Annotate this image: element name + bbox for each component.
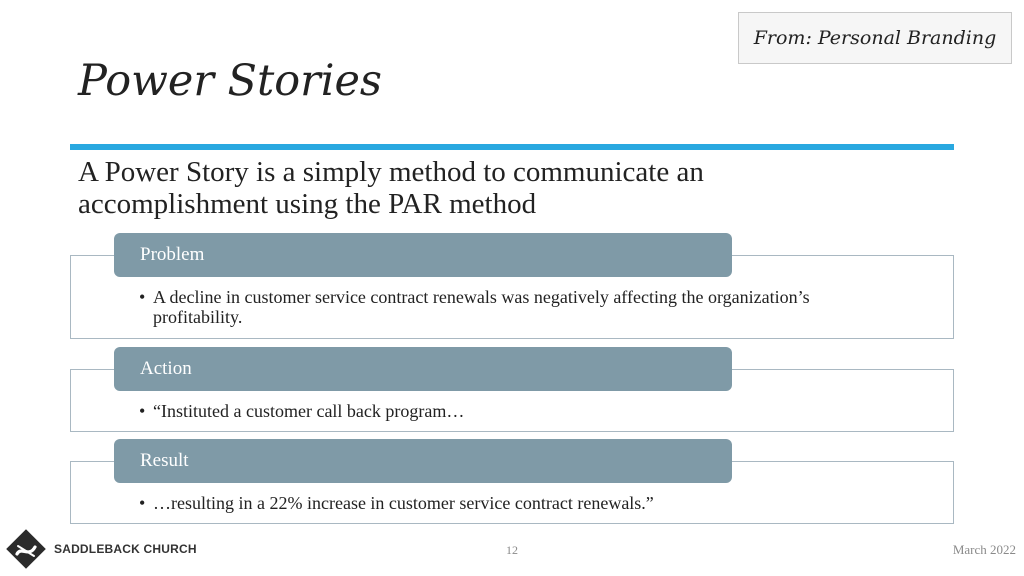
- action-heading-tab: Action: [114, 347, 732, 391]
- problem-bullet: A decline in customer service contract r…: [139, 287, 833, 327]
- saddleback-logo: SADDLEBACK CHURCH: [4, 526, 197, 572]
- problem-bullet-list: A decline in customer service contract r…: [71, 256, 953, 327]
- slide-title: Power Stories: [78, 56, 383, 106]
- action-bullet-list: “Instituted a customer call back program…: [71, 370, 953, 421]
- page-number: 12: [506, 543, 518, 557]
- result-bullet-list: …resulting in a 22% increase in customer…: [71, 462, 953, 513]
- result-heading-tab: Result: [114, 439, 732, 483]
- result-bullet: …resulting in a 22% increase in customer…: [139, 493, 833, 513]
- action-bullet: “Instituted a customer call back program…: [139, 401, 833, 421]
- logo-text: SADDLEBACK CHURCH: [54, 542, 197, 556]
- problem-heading-tab: Problem: [114, 233, 732, 277]
- footer-date: March 2022: [952, 542, 1016, 557]
- source-label: From: Personal Branding: [738, 12, 1012, 64]
- saddleback-logo-icon: [6, 529, 46, 569]
- title-divider: [70, 144, 954, 150]
- slide-subtitle: A Power Story is a simply method to comm…: [78, 156, 704, 220]
